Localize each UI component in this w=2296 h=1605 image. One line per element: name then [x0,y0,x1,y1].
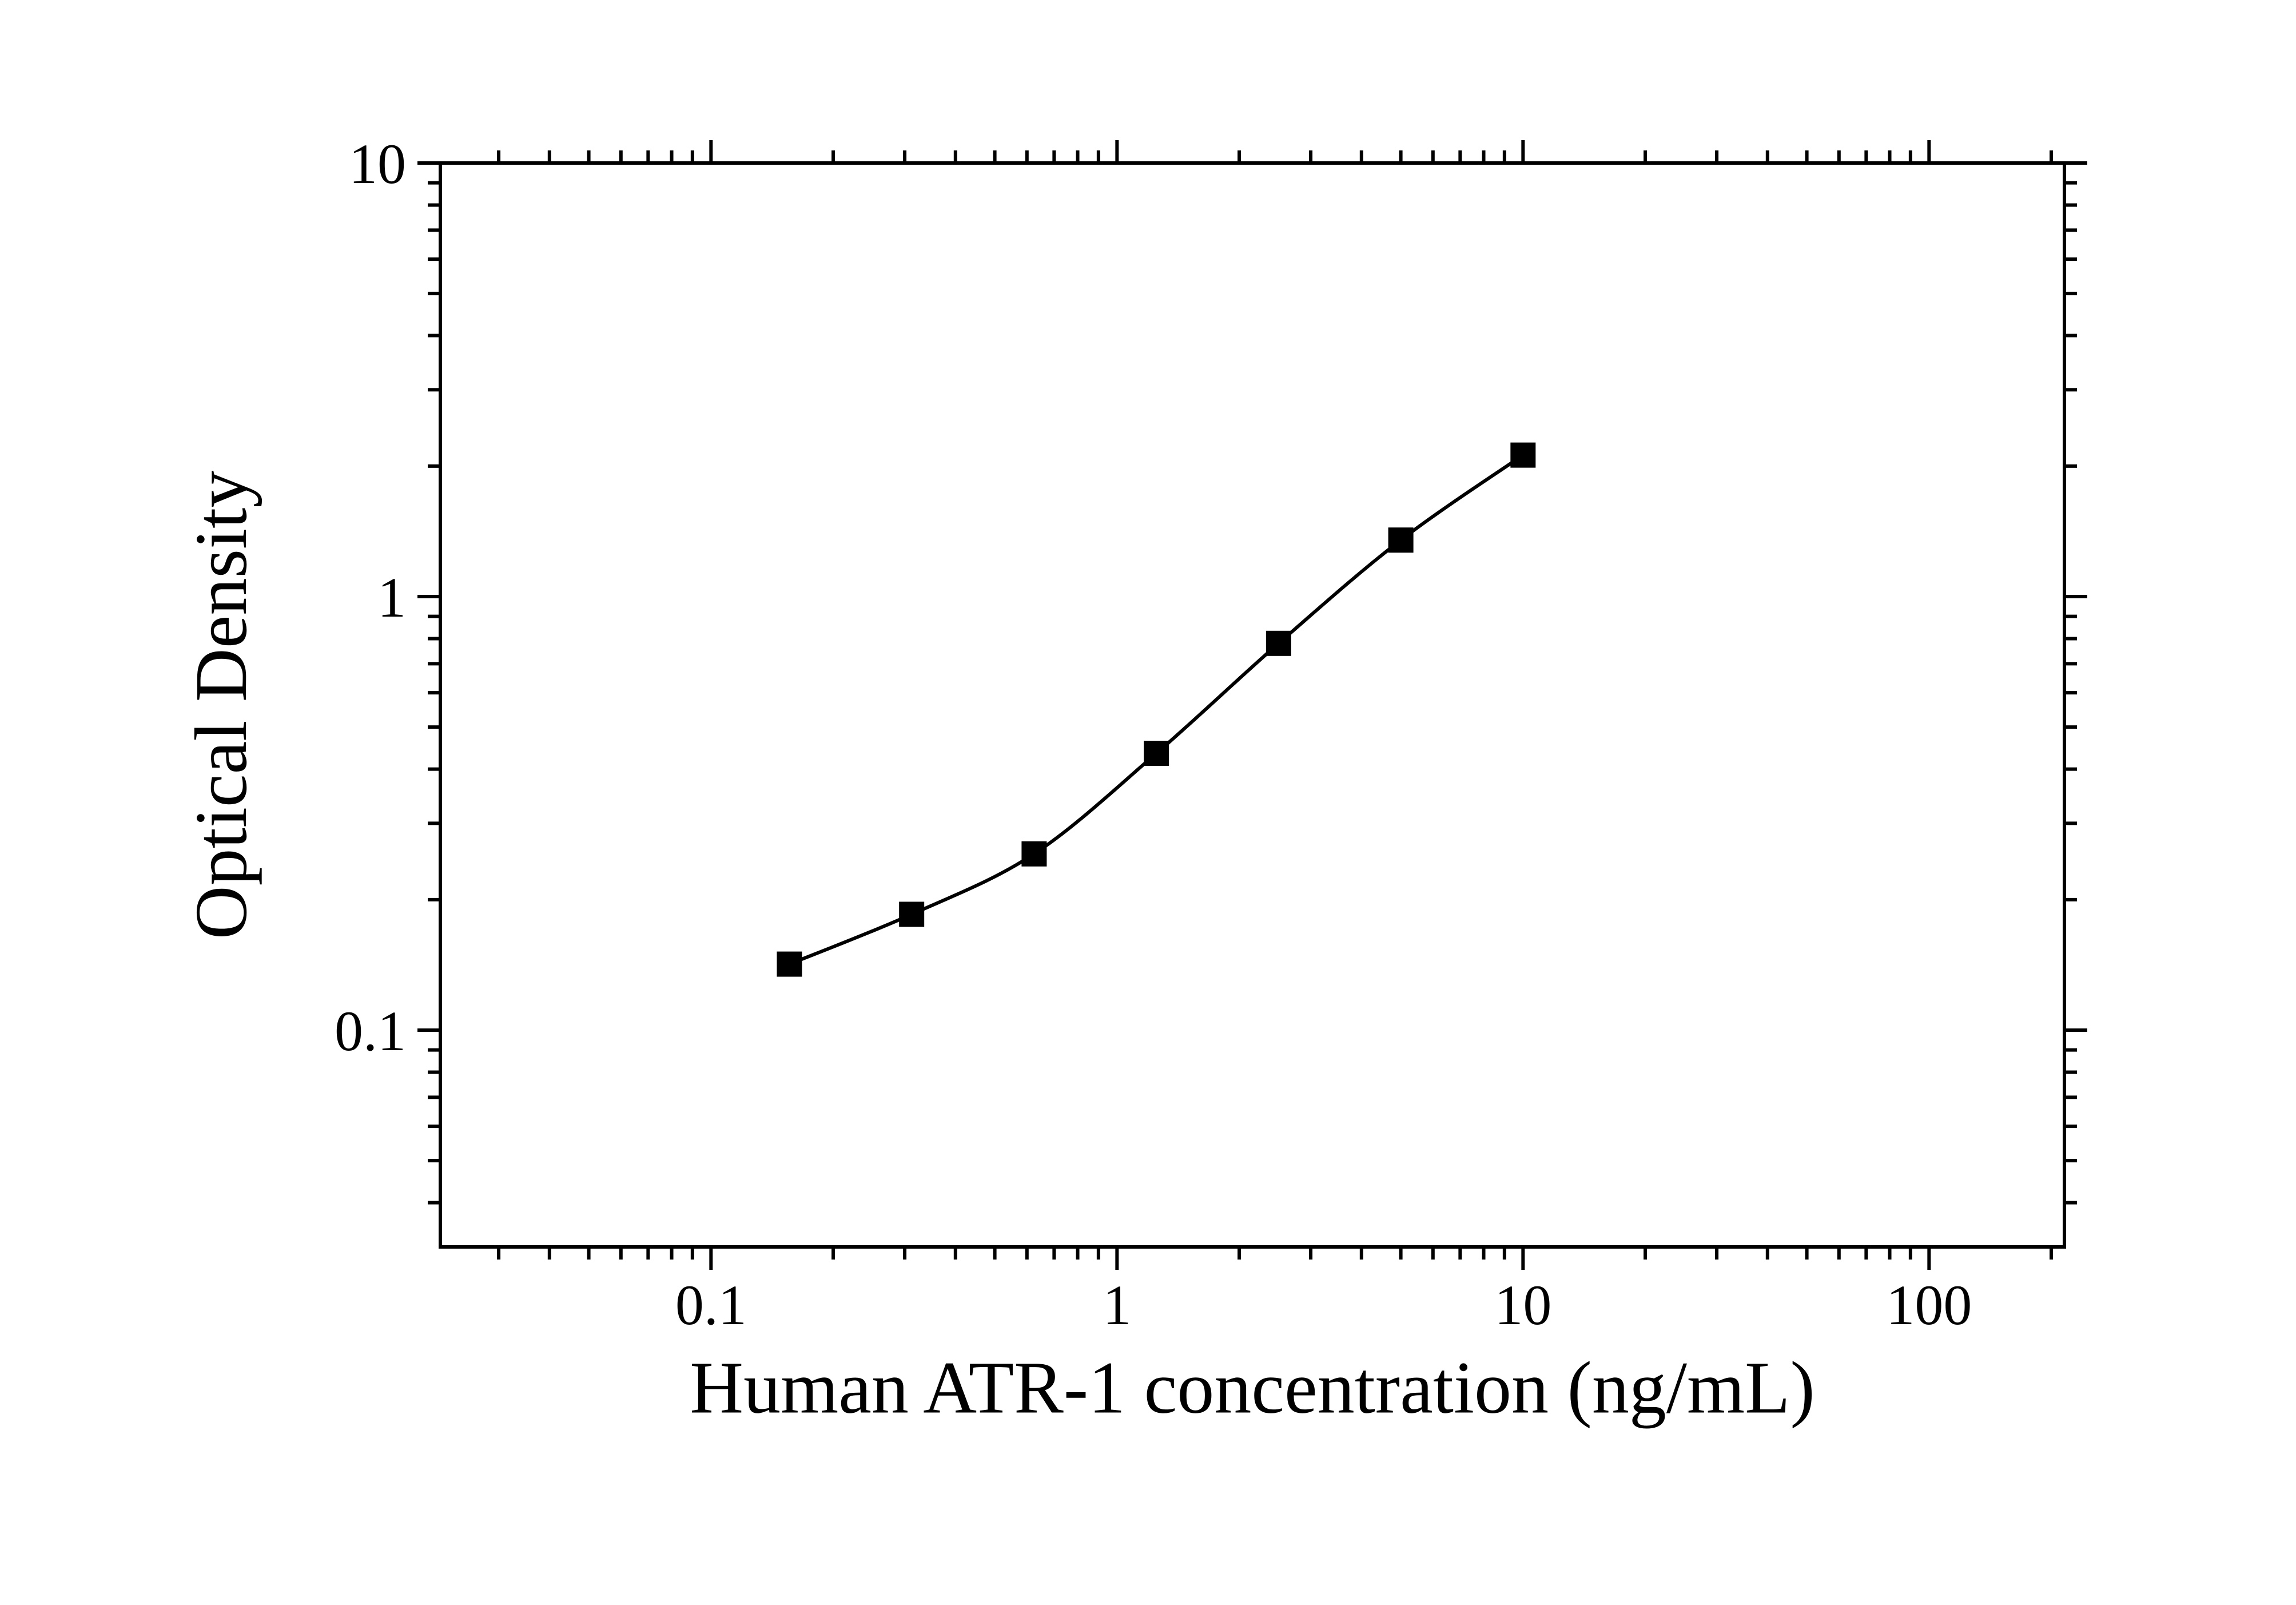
data-point [777,952,802,977]
data-point [1266,631,1291,656]
x-tick-label: 1 [1103,1273,1131,1337]
data-point [1144,741,1169,766]
y-axis-label: Optical Density [180,471,262,940]
y-tick-label: 10 [349,132,406,196]
chart-container: 0.1 1 10 100 0.1 1 10 Human ATR-1 concentration… [0,0,2296,1605]
y-tick-label: 1 [377,566,406,629]
x-tick-label: 100 [1886,1273,1972,1337]
x-axis-label: Human ATR-1 concentration (ng/mL) [690,1347,1815,1429]
chart-svg: 0.1 1 10 100 0.1 1 10 Human ATR-1 concentration… [0,0,2296,1605]
data-point [1021,841,1046,867]
x-tick-label: 10 [1494,1273,1551,1337]
data-point [1510,443,1535,468]
data-point [1388,527,1414,553]
data-point [899,901,924,927]
x-tick-label: 0.1 [675,1273,747,1337]
y-tick-label: 0.1 [335,999,406,1063]
